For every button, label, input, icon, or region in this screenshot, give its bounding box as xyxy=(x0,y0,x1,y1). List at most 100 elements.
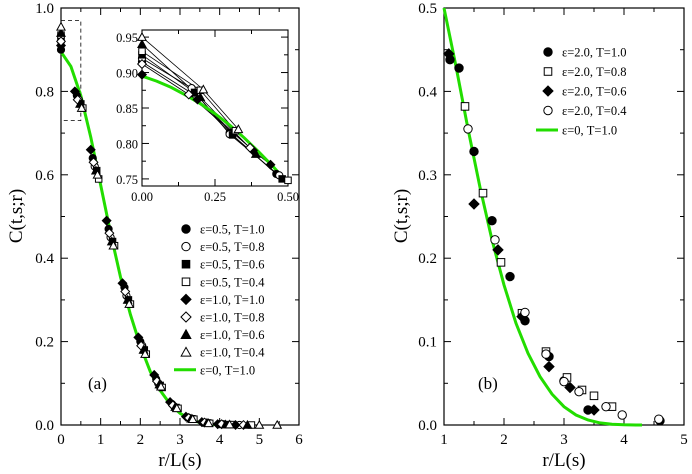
legend-marker xyxy=(542,85,554,97)
data-point xyxy=(654,414,664,424)
y-tick-label: 0.0 xyxy=(418,418,437,434)
x-tick-label: 0 xyxy=(57,432,65,448)
data-point xyxy=(460,102,470,111)
legend-marker xyxy=(180,328,192,339)
data-point xyxy=(133,332,144,343)
panel-b-tick-labels: 1 2 3 4 5 0.0 0.1 0.2 0.3 0.4 0.5 xyxy=(418,1,688,448)
inset-data-point xyxy=(137,39,147,48)
panel-a-tick-labels: 0 1 2 3 4 5 6 0.0 0.2 0.4 0.6 0.8 1.0 xyxy=(35,1,303,448)
legend-marker xyxy=(180,311,192,323)
y-tick-label: 0.3 xyxy=(418,168,437,184)
legend-label: ε=2.0, T=1.0 xyxy=(562,46,626,60)
data-point xyxy=(463,124,473,134)
data-point xyxy=(155,381,166,391)
data-point xyxy=(171,403,182,413)
legend-label: ε=2.0, T=0.4 xyxy=(562,104,627,118)
inset-data-point xyxy=(195,92,206,102)
legend-marker xyxy=(181,259,191,269)
panel-a-zoom-box xyxy=(60,20,82,121)
inset-data-point xyxy=(245,142,256,153)
legend-label: ε=0.5, T=0.8 xyxy=(200,240,264,254)
inset-data-point xyxy=(250,148,261,158)
panel-a-x-axis-label: r/L(s) xyxy=(158,450,201,471)
data-point xyxy=(588,404,600,416)
y-tick-label: 0.4 xyxy=(418,84,437,100)
legend-label: ε=1.0, T=0.6 xyxy=(200,328,264,342)
x-tick-label: 0.00 xyxy=(131,190,153,204)
y-tick-label: 0.2 xyxy=(35,335,54,351)
x-tick-label: 0.25 xyxy=(204,190,226,204)
legend-marker xyxy=(181,241,191,252)
data-point xyxy=(601,401,611,412)
data-point xyxy=(56,21,66,31)
y-tick-label: 0.1 xyxy=(418,335,437,351)
data-point xyxy=(564,381,576,394)
y-tick-label: 1.0 xyxy=(35,1,54,17)
x-tick-label: 1 xyxy=(97,432,105,448)
data-point xyxy=(55,36,67,47)
data-point xyxy=(203,418,214,428)
legend-label: ε=0, T=1.0 xyxy=(200,363,255,377)
inset-tick-labels: 0.00 0.25 0.50 0.75 0.80 0.85 0.90 0.95 xyxy=(116,31,299,204)
legend-marker xyxy=(543,67,553,76)
y-tick-label: 0.0 xyxy=(35,418,54,434)
panel-b: 1 2 3 4 50.00.10.20.30.40.5 r/L(s) C(t,s;r) … xyxy=(391,1,688,471)
data-point xyxy=(492,244,504,256)
legend-marker xyxy=(180,346,192,357)
data-point xyxy=(76,102,87,112)
panel-a-markers xyxy=(55,21,283,431)
data-point xyxy=(559,376,569,387)
panel-a: 0 1 2 3 4 5 6 0.0 0.2 0.4 0.6 0.8 1.0 r/L(s) C(t,s;r… xyxy=(6,1,303,471)
inset-data-point xyxy=(137,31,147,41)
data-point xyxy=(92,169,103,179)
panel-a-ticks xyxy=(60,7,300,426)
inset-data-point xyxy=(138,47,146,56)
x-tick-label: 2 xyxy=(137,432,145,448)
data-point xyxy=(589,391,599,401)
data-point xyxy=(242,419,253,429)
data-point xyxy=(468,198,480,210)
legend-label: ε=0.5, T=0.4 xyxy=(200,275,265,289)
legend-label: ε=1.0, T=1.0 xyxy=(200,293,264,307)
y-tick-label: 0.6 xyxy=(35,168,54,184)
inset-markers xyxy=(136,31,292,185)
data-point xyxy=(469,146,479,157)
legend-label: ε=2.0, T=0.8 xyxy=(562,65,626,79)
legend-label: ε=2.0, T=0.6 xyxy=(562,85,626,99)
data-point xyxy=(56,27,66,37)
x-tick-label: 3 xyxy=(560,432,568,448)
x-tick-label: 5 xyxy=(680,432,688,448)
legend-label: ε=1.0, T=0.8 xyxy=(200,311,264,325)
inset-data-point xyxy=(284,176,292,185)
legend-marker xyxy=(180,293,192,306)
y-tick-label: 0.75 xyxy=(116,173,138,187)
y-tick-label: 0.2 xyxy=(418,251,437,267)
y-tick-label: 0.80 xyxy=(116,137,138,151)
y-tick-label: 0.85 xyxy=(116,102,138,116)
x-tick-label: 1 xyxy=(440,432,448,448)
panel-a-y-axis-label: C(t,s;r) xyxy=(6,189,27,243)
data-point xyxy=(224,419,235,429)
data-point xyxy=(520,307,530,318)
x-tick-label: 5 xyxy=(256,432,264,448)
y-tick-label: 0.8 xyxy=(35,84,54,100)
data-point xyxy=(140,348,151,358)
inset-data-point xyxy=(183,89,194,100)
data-point xyxy=(496,258,506,267)
legend-label: ε=0, T=1.0 xyxy=(562,124,617,138)
data-point xyxy=(574,386,584,397)
x-tick-label: 4 xyxy=(216,432,224,448)
inset-data-point xyxy=(136,59,148,70)
panel-a-inset: 0.00 0.25 0.50 0.75 0.80 0.85 0.90 0.95 xyxy=(116,29,299,204)
data-point xyxy=(88,157,99,168)
inset-data-point xyxy=(136,69,148,80)
data-point xyxy=(490,235,500,245)
inset-frame xyxy=(141,29,289,187)
panel-b-curve-eps0 xyxy=(442,7,642,427)
x-tick-label: 2 xyxy=(500,432,508,448)
data-point xyxy=(117,278,128,289)
data-point xyxy=(101,215,112,226)
panel-b-x-axis-label: r/L(s) xyxy=(542,450,585,471)
inset-data-point xyxy=(265,159,276,170)
